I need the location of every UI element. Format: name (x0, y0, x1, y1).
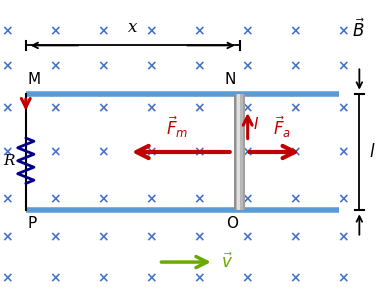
Text: ×: × (241, 24, 253, 38)
Text: ×: × (193, 24, 205, 38)
Bar (235, 94, 245, 210)
Text: ×: × (50, 59, 61, 73)
Text: ×: × (289, 271, 301, 285)
Text: $\vec{v}$: $\vec{v}$ (221, 252, 233, 272)
Text: ×: × (2, 101, 13, 115)
Text: ×: × (98, 59, 109, 73)
Text: ×: × (289, 24, 301, 38)
Text: ×: × (145, 271, 157, 285)
Bar (237, 94, 240, 210)
Text: ×: × (98, 145, 109, 159)
Text: $\vec{F}_a$: $\vec{F}_a$ (273, 114, 291, 140)
Text: ×: × (145, 59, 157, 73)
Text: ×: × (289, 192, 301, 206)
Bar (235, 94, 236, 210)
Text: ×: × (145, 101, 157, 115)
Text: $\vec{B}$: $\vec{B}$ (352, 18, 365, 41)
Text: ×: × (193, 230, 205, 245)
Text: ×: × (337, 271, 349, 285)
Text: M: M (27, 72, 41, 87)
Text: ×: × (337, 59, 349, 73)
Text: ×: × (98, 101, 109, 115)
Text: ×: × (145, 230, 157, 245)
Text: ×: × (193, 59, 205, 73)
Text: ×: × (193, 271, 205, 285)
Text: O: O (226, 216, 238, 231)
Text: ×: × (337, 192, 349, 206)
Text: ×: × (50, 145, 61, 159)
Text: $I$: $I$ (253, 116, 259, 132)
Text: ×: × (337, 145, 349, 159)
Bar (243, 94, 245, 210)
Text: ×: × (98, 271, 109, 285)
Text: ×: × (241, 145, 253, 159)
Text: ×: × (241, 101, 253, 115)
Text: $l$: $l$ (368, 143, 375, 161)
Text: ×: × (2, 59, 13, 73)
Text: ×: × (289, 145, 301, 159)
Text: ×: × (50, 271, 61, 285)
Text: ×: × (98, 230, 109, 245)
Text: ×: × (50, 192, 61, 206)
Text: ×: × (145, 145, 157, 159)
Text: ×: × (289, 59, 301, 73)
Text: ×: × (193, 101, 205, 115)
Text: ×: × (50, 101, 61, 115)
Text: ×: × (2, 24, 13, 38)
Text: ×: × (289, 101, 301, 115)
Text: ×: × (241, 59, 253, 73)
Text: ×: × (337, 101, 349, 115)
Text: ×: × (2, 271, 13, 285)
Text: ×: × (50, 230, 61, 245)
Text: x: x (128, 19, 137, 36)
Text: ×: × (289, 230, 301, 245)
Text: ×: × (145, 24, 157, 38)
Text: ×: × (145, 192, 157, 206)
Text: ×: × (2, 192, 13, 206)
Text: ×: × (2, 145, 13, 159)
Text: ×: × (98, 24, 109, 38)
Text: ×: × (98, 192, 109, 206)
Text: P: P (27, 216, 37, 231)
Text: ×: × (241, 230, 253, 245)
Text: ×: × (193, 192, 205, 206)
Text: N: N (224, 72, 236, 87)
Text: ×: × (193, 145, 205, 159)
Text: ×: × (241, 192, 253, 206)
Text: R: R (3, 154, 15, 168)
Text: ×: × (337, 24, 349, 38)
Text: ×: × (241, 271, 253, 285)
Text: ×: × (50, 24, 61, 38)
Text: ×: × (2, 230, 13, 245)
Text: ×: × (337, 230, 349, 245)
Text: $\vec{F}_m$: $\vec{F}_m$ (166, 114, 188, 140)
